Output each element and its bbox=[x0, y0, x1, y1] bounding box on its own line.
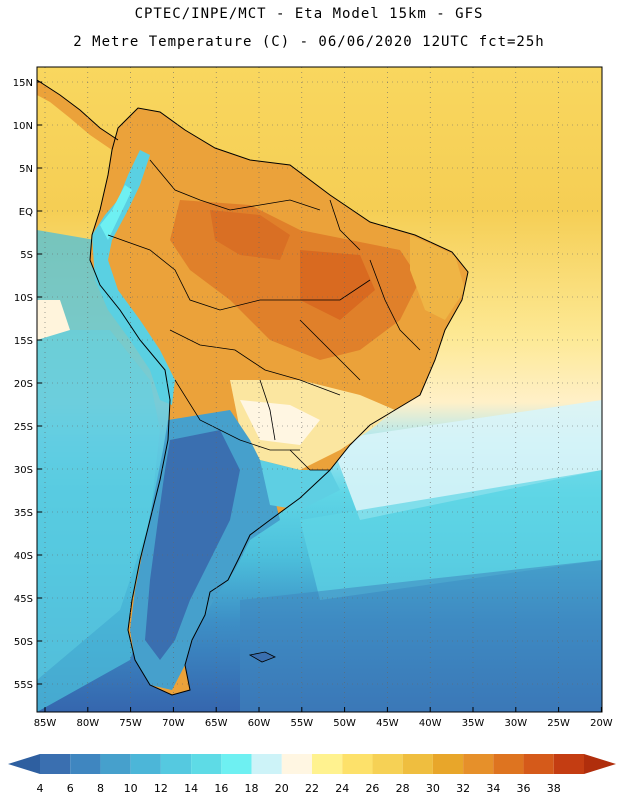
colorbar-label: 10 bbox=[124, 782, 138, 795]
colorbar-box bbox=[493, 754, 524, 774]
colorbar-label: 30 bbox=[426, 782, 440, 795]
pacific-mid-band bbox=[37, 330, 160, 680]
title-line-1: CPTEC/INPE/MCT - Eta Model 15km - GFS bbox=[134, 6, 484, 22]
longitude-axis: 85W 80W 75W 70W 65W 60W 55W 50W 45W 40W 35W 30W 25W 2… bbox=[34, 707, 613, 729]
colorbar-box bbox=[130, 754, 161, 774]
lon-label: 75W bbox=[119, 718, 142, 729]
colorbar-box bbox=[312, 754, 343, 774]
colorbar-under-arrow bbox=[8, 754, 40, 774]
title-line-2: 2 Metre Temperature (C) - 06/06/2020 12U… bbox=[73, 34, 545, 50]
hot-spot-central bbox=[300, 250, 375, 320]
lon-label: 45W bbox=[376, 718, 399, 729]
colorbar-labels: 4 6 8 10 12 14 16 18 20 22 24 26 28 30 32 34 36 38 bbox=[37, 782, 561, 795]
colorbar-box bbox=[70, 754, 101, 774]
colorbar-label: 32 bbox=[456, 782, 470, 795]
lon-label: 55W bbox=[290, 718, 313, 729]
colorbar-label: 24 bbox=[335, 782, 349, 795]
coastline bbox=[89, 107, 469, 696]
lat-label: 45S bbox=[14, 594, 33, 605]
lon-label: 40W bbox=[419, 718, 442, 729]
lat-label: 10N bbox=[13, 121, 33, 132]
colorbar-boxes bbox=[40, 754, 584, 774]
colorbar-label: 4 bbox=[37, 782, 44, 795]
colorbar-label: 28 bbox=[396, 782, 410, 795]
map-frame bbox=[36, 66, 603, 713]
colorbar-box bbox=[100, 754, 131, 774]
northeast-warm bbox=[410, 235, 465, 320]
hot-spot-west bbox=[210, 210, 290, 260]
colorbar-label: 6 bbox=[67, 782, 74, 795]
colorbar-label: 12 bbox=[154, 782, 168, 795]
falklands bbox=[248, 651, 276, 663]
lat-label: 10S bbox=[14, 293, 33, 304]
map-fields bbox=[37, 67, 602, 712]
colorbar-box bbox=[191, 754, 222, 774]
andes-peaks bbox=[100, 185, 132, 240]
lon-label: 65W bbox=[205, 718, 228, 729]
colorbar-label: 18 bbox=[245, 782, 259, 795]
colorbar-label: 26 bbox=[365, 782, 379, 795]
atlantic-cool-band bbox=[240, 560, 602, 712]
lon-label: 20W bbox=[590, 718, 613, 729]
lat-label: 20S bbox=[14, 379, 33, 390]
lon-label: 80W bbox=[76, 718, 99, 729]
latitude-axis: 15N 10N 5N EQ 5S 10S 15S 20S 25S 30S 35S 40S 45S 50S 5… bbox=[13, 78, 42, 691]
colorbar-box bbox=[40, 754, 71, 774]
colorbar-label: 36 bbox=[517, 782, 531, 795]
colorbar-label: 34 bbox=[486, 782, 500, 795]
lat-label: 40S bbox=[14, 551, 33, 562]
lon-label: 60W bbox=[248, 718, 271, 729]
lat-label: 50S bbox=[14, 637, 33, 648]
central-america bbox=[37, 80, 118, 150]
colorbar-box bbox=[402, 754, 433, 774]
colorbar-label: 22 bbox=[305, 782, 319, 795]
colorbar-box bbox=[432, 754, 464, 774]
lat-label: 55S bbox=[14, 680, 33, 691]
colorbar-box bbox=[281, 754, 312, 774]
colorbar-label: 14 bbox=[184, 782, 198, 795]
colorbar-box bbox=[523, 754, 554, 774]
country-borders bbox=[107, 159, 421, 471]
atlantic-cyan-band bbox=[300, 470, 602, 600]
lat-label: 5N bbox=[19, 164, 33, 175]
colorbar-box bbox=[553, 754, 584, 774]
uruguay-cool bbox=[260, 460, 340, 510]
lat-label: 15S bbox=[14, 336, 33, 347]
colorbar-box bbox=[251, 754, 282, 774]
colorbar: 4 6 8 10 12 14 16 18 20 22 24 26 28 30 32 34 36 38 bbox=[8, 754, 616, 795]
colorbar-box bbox=[342, 754, 373, 774]
colorbar-box bbox=[221, 754, 252, 774]
pacific-warm-patch bbox=[37, 300, 70, 340]
colorbar-box bbox=[372, 754, 403, 774]
colorbar-label: 20 bbox=[275, 782, 289, 795]
lon-label: 50W bbox=[333, 718, 356, 729]
colorbar-label: 38 bbox=[547, 782, 561, 795]
atlantic-pale-band bbox=[330, 400, 602, 520]
lon-label: 30W bbox=[504, 718, 527, 729]
lon-label: 70W bbox=[162, 718, 185, 729]
lat-label: 35S bbox=[14, 508, 33, 519]
central-america-coast bbox=[37, 79, 119, 141]
colorbar-label: 16 bbox=[214, 782, 228, 795]
lon-label: 35W bbox=[462, 718, 485, 729]
colorbar-box bbox=[463, 754, 494, 774]
lat-label: 5S bbox=[20, 250, 33, 261]
lon-label: 85W bbox=[34, 718, 57, 729]
colorbar-label: 8 bbox=[97, 782, 104, 795]
lat-label: 15N bbox=[13, 78, 33, 89]
colorbar-over-arrow bbox=[584, 754, 616, 774]
temperature-map: 15N 10N 5N EQ 5S 10S 15S 20S 25S 30S 35S 40S 45S 50S 5… bbox=[13, 66, 613, 729]
lat-label: 30S bbox=[14, 465, 33, 476]
pale-patch bbox=[240, 400, 320, 445]
lat-label: EQ bbox=[19, 207, 33, 218]
lon-label: 25W bbox=[547, 718, 570, 729]
colorbar-box bbox=[160, 754, 192, 774]
lat-label: 25S bbox=[14, 422, 33, 433]
